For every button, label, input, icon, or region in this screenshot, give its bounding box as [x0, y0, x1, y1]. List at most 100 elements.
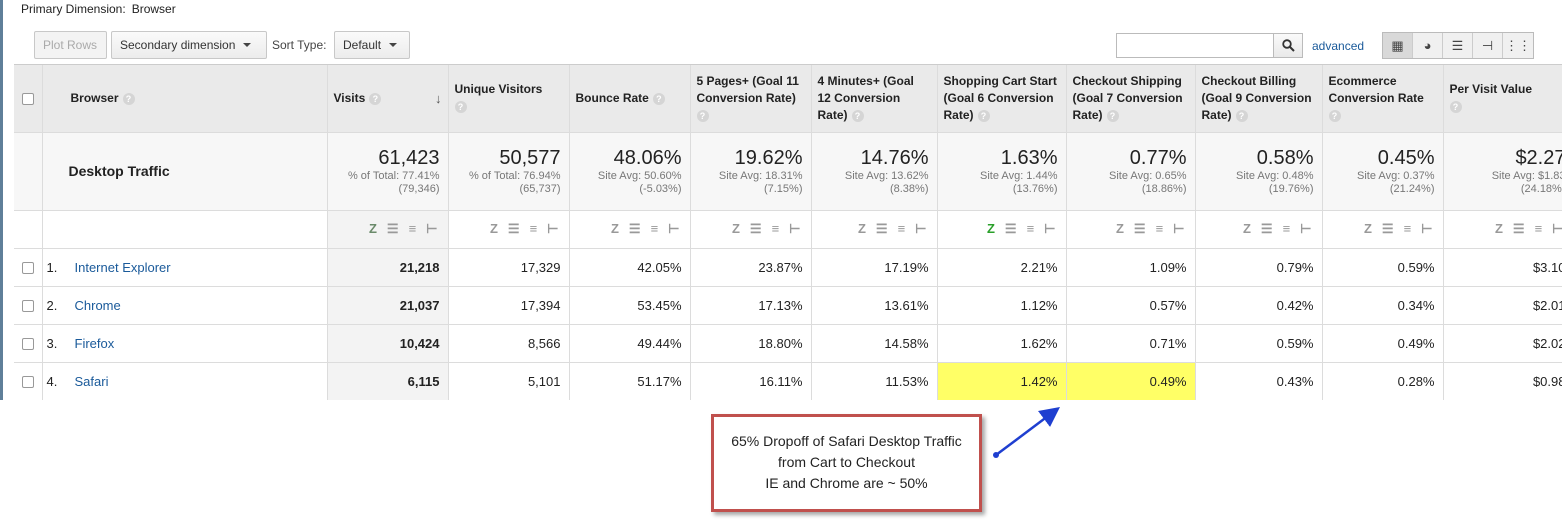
percentage-icon[interactable]: ≡: [771, 221, 780, 236]
comparison-icon[interactable]: ⊢: [1300, 221, 1312, 236]
sparkline-icon[interactable]: Z: [1363, 221, 1372, 236]
percentage-icon[interactable]: ≡: [1403, 221, 1412, 236]
help-icon[interactable]: ?: [977, 109, 990, 122]
pie-view-icon[interactable]: ◕: [1413, 33, 1443, 58]
pivot-view-icon[interactable]: ⋮⋮: [1505, 37, 1531, 53]
column-header-per-visit-value[interactable]: Per Visit Value?: [1443, 65, 1562, 133]
summary-cell: $2.27 Site Avg: $1.83 (24.18%): [1443, 132, 1562, 211]
sort-type-dropdown[interactable]: Default: [334, 31, 410, 59]
comparison-icon[interactable]: ⊢: [1173, 221, 1185, 236]
percentage-icon[interactable]: ≡: [897, 221, 906, 236]
column-header-bounce-rate[interactable]: Bounce Rate?: [569, 65, 691, 133]
bar-chart-icon[interactable]: ☰: [875, 221, 888, 236]
help-icon[interactable]: ?: [1235, 109, 1248, 122]
help-icon[interactable]: ?: [122, 92, 135, 105]
bar-chart-icon[interactable]: ☰: [1260, 221, 1273, 236]
row-checkbox[interactable]: [21, 338, 34, 351]
summary-delta: (8.38%): [889, 182, 929, 195]
data-table: Browser? Visits? ↓ Unique Visitors? Bounc…: [14, 65, 1562, 400]
comparison-icon[interactable]: ⊢: [1044, 221, 1056, 236]
percentage-icon[interactable]: ≡: [529, 221, 538, 236]
search-input[interactable]: [1116, 33, 1274, 58]
column-header-goal7[interactable]: Checkout Shipping (Goal 7 Conversion Rat…: [1066, 65, 1196, 133]
search-button[interactable]: [1273, 33, 1303, 58]
comparison-icon[interactable]: ⊢: [915, 221, 927, 236]
column-header-label: Per Visit Value: [1449, 82, 1533, 97]
column-header-goal12[interactable]: 4 Minutes+ (Goal 12 Conversion Rate)?: [811, 65, 938, 133]
summary-cell: 0.77% Site Avg: 0.65% (18.86%): [1066, 132, 1196, 211]
column-header-unique-visitors[interactable]: Unique Visitors?: [448, 65, 570, 133]
secondary-dimension-dropdown[interactable]: Secondary dimension: [111, 31, 267, 59]
row-select-cell: [14, 324, 43, 363]
sparkline-icon[interactable]: Z: [610, 221, 619, 236]
help-icon[interactable]: ?: [1106, 109, 1119, 122]
sparkline-icon[interactable]: Z: [1242, 221, 1251, 236]
row-checkbox[interactable]: [21, 376, 34, 389]
browser-link[interactable]: Firefox: [74, 335, 115, 351]
comparison-icon[interactable]: ⊢: [789, 221, 801, 236]
mini-chart-icons-cell: Z ☰ ≡ ⊢: [327, 210, 449, 249]
column-header-goal6[interactable]: Shopping Cart Start (Goal 6 Conversion R…: [937, 65, 1067, 133]
bar-chart-icon[interactable]: ☰: [386, 221, 399, 236]
summary-value: 14.76%: [860, 146, 929, 169]
sparkline-icon[interactable]: Z: [1494, 221, 1503, 236]
metric-cell: 17.19%: [811, 248, 938, 287]
column-header-goal11[interactable]: 5 Pages+ (Goal 11 Conversion Rate)?: [690, 65, 812, 133]
column-header-label: Browser: [70, 90, 119, 105]
bar-chart-icon[interactable]: ☰: [1512, 221, 1525, 236]
bar-chart-icon[interactable]: ☰: [1004, 221, 1017, 236]
percentage-icon[interactable]: ≡: [1282, 221, 1291, 236]
percentage-icon[interactable]: ≡: [408, 221, 417, 236]
comparison-icon[interactable]: ⊢: [1421, 221, 1433, 236]
sparkline-icon[interactable]: Z: [731, 221, 740, 236]
bar-chart-icon[interactable]: ☰: [749, 221, 762, 236]
table-view-icon[interactable]: ▦: [1383, 33, 1413, 58]
sparkline-icon[interactable]: Z: [489, 221, 498, 236]
bar-chart-icon[interactable]: ☰: [1133, 221, 1146, 236]
sparkline-icon[interactable]: Z: [857, 221, 866, 236]
percentage-icon[interactable]: ≡: [650, 221, 659, 236]
column-header-ecommerce[interactable]: Ecommerce Conversion Rate?: [1322, 65, 1444, 133]
help-icon[interactable]: ?: [454, 101, 467, 114]
comparison-icon[interactable]: ⊢: [1552, 221, 1562, 237]
row-checkbox[interactable]: [21, 262, 34, 275]
primary-dimension-value[interactable]: Browser: [131, 2, 176, 16]
row-checkbox[interactable]: [21, 300, 34, 313]
plot-rows-button[interactable]: Plot Rows: [34, 31, 107, 59]
select-all-checkbox[interactable]: [21, 92, 34, 105]
column-header-goal9[interactable]: Checkout Billing (Goal 9 Conversion Rate…: [1195, 65, 1323, 133]
comparison-icon[interactable]: ⊢: [426, 221, 438, 236]
browser-link[interactable]: Internet Explorer: [74, 259, 171, 275]
percentage-icon[interactable]: ≡: [1155, 221, 1164, 236]
summary-comparison: Site Avg: 0.65%: [1109, 169, 1187, 182]
percentage-icon[interactable]: ≡: [1026, 221, 1035, 236]
sparkline-icon[interactable]: Z: [368, 221, 377, 236]
bar-chart-icon[interactable]: ☰: [628, 221, 641, 236]
mini-chart-icons-cell: Z ☰ ≡ ⊢: [448, 210, 570, 249]
column-header-browser[interactable]: Browser?: [42, 65, 328, 133]
comparison-icon[interactable]: ⊢: [547, 221, 559, 236]
sparkline-icon[interactable]: Z: [1115, 221, 1124, 236]
advanced-link[interactable]: advanced: [1312, 39, 1365, 53]
browser-link[interactable]: Chrome: [74, 297, 121, 313]
sparkline-icon[interactable]: Z: [986, 221, 995, 236]
help-icon[interactable]: ?: [696, 109, 709, 122]
comparison-view-icon[interactable]: ⊣: [1473, 33, 1503, 58]
metric-cell: 0.34%: [1322, 286, 1444, 325]
browser-link[interactable]: Safari: [74, 373, 109, 389]
row-select-cell: [14, 286, 43, 325]
help-icon[interactable]: ?: [851, 109, 864, 122]
bar-view-icon[interactable]: ☰: [1443, 33, 1473, 58]
help-icon[interactable]: ?: [1449, 101, 1462, 114]
bar-chart-icon[interactable]: ☰: [507, 221, 520, 236]
bar-chart-icon[interactable]: ☰: [1381, 221, 1394, 236]
percentage-icon[interactable]: ≡: [1534, 221, 1543, 236]
help-icon[interactable]: ?: [652, 92, 665, 105]
help-icon[interactable]: ?: [1328, 109, 1341, 122]
summary-cell: 0.45% Site Avg: 0.37% (21.24%): [1322, 132, 1444, 211]
summary-comparison: Site Avg: 18.31%: [718, 169, 803, 182]
column-header-visits[interactable]: Visits? ↓: [327, 65, 449, 133]
row-index: 1.: [46, 259, 58, 275]
help-icon[interactable]: ?: [369, 92, 382, 105]
comparison-icon[interactable]: ⊢: [668, 221, 680, 236]
